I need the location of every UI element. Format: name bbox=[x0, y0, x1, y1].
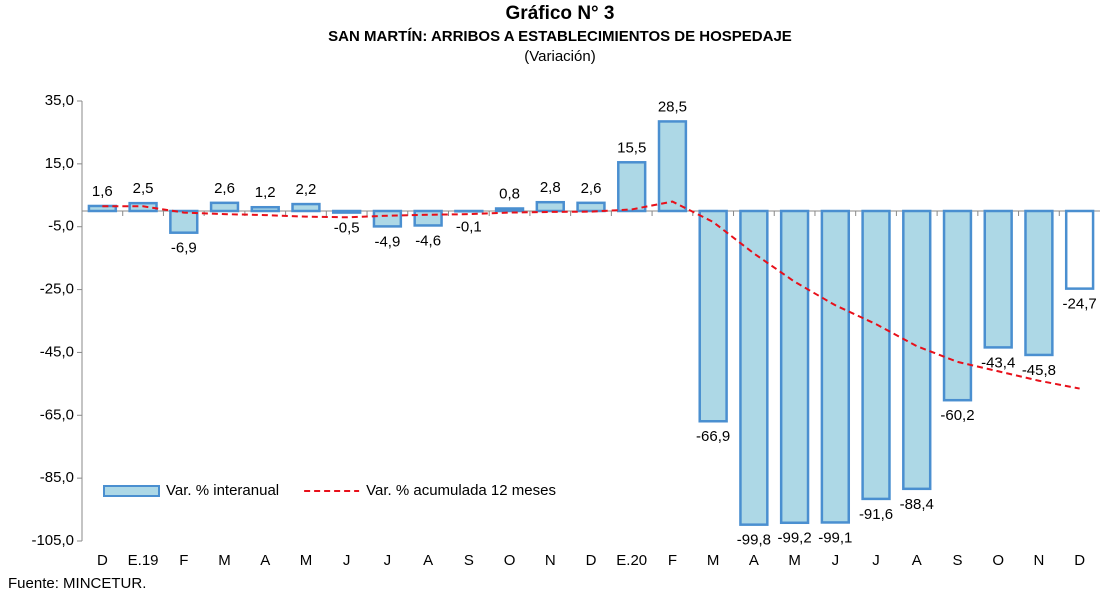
unit-note: (Variación) bbox=[524, 48, 595, 65]
y-tick-label: -65,0 bbox=[40, 406, 74, 423]
value-label: 0,8 bbox=[499, 185, 520, 202]
value-label: 2,6 bbox=[581, 180, 602, 197]
value-label: -0,5 bbox=[334, 220, 360, 237]
x-tick-label: J bbox=[872, 552, 880, 569]
value-label: -66,9 bbox=[696, 428, 730, 445]
bar bbox=[576, 201, 606, 213]
value-label: -43,4 bbox=[981, 354, 1015, 371]
bar bbox=[820, 209, 851, 524]
y-tick-label: 35,0 bbox=[45, 92, 74, 109]
value-label: -4,9 bbox=[374, 233, 400, 250]
x-tick-label: M bbox=[707, 552, 720, 569]
x-tick-label: D bbox=[1074, 552, 1085, 569]
value-label: -6,9 bbox=[171, 240, 197, 257]
bar bbox=[372, 209, 403, 228]
x-tick-label: N bbox=[545, 552, 556, 569]
y-tick-label: 15,0 bbox=[45, 155, 74, 172]
y-tick-label: -5,0 bbox=[48, 218, 74, 235]
legend-label: Var. % acumulada 12 meses bbox=[366, 482, 556, 499]
source: Fuente: MINCETUR. bbox=[8, 575, 146, 592]
bar bbox=[209, 201, 240, 213]
x-tick-label: O bbox=[504, 552, 516, 569]
value-label: 15,5 bbox=[617, 139, 646, 156]
value-label: 1,6 bbox=[92, 183, 113, 200]
bar bbox=[779, 209, 810, 525]
bar bbox=[657, 120, 688, 213]
bar bbox=[739, 209, 769, 526]
y-tick-label: -45,0 bbox=[40, 343, 74, 360]
value-label: -45,8 bbox=[1022, 362, 1056, 379]
x-tick-label: D bbox=[586, 552, 597, 569]
y-tick-label: -105,0 bbox=[31, 532, 74, 549]
value-label: 2,8 bbox=[540, 179, 561, 196]
value-label: -4,6 bbox=[415, 232, 441, 249]
x-tick-label: E.20 bbox=[616, 552, 647, 569]
x-tick-label: M bbox=[300, 552, 313, 569]
bar bbox=[291, 202, 321, 213]
bar bbox=[1064, 209, 1095, 290]
x-tick-label: D bbox=[97, 552, 108, 569]
bar bbox=[1024, 209, 1054, 357]
bar bbox=[250, 205, 280, 213]
value-label: 28,5 bbox=[658, 98, 687, 115]
chart-subtitle: SAN MARTÍN: ARRIBOS A ESTABLECIMIENTOS D… bbox=[328, 28, 792, 45]
value-label: -0,1 bbox=[456, 218, 482, 235]
y-tick-label: -85,0 bbox=[40, 469, 74, 486]
value-label: -99,8 bbox=[737, 532, 771, 549]
x-tick-label: M bbox=[788, 552, 801, 569]
bar bbox=[902, 209, 932, 491]
legend-label: Var. % interanual bbox=[166, 482, 279, 499]
value-label: -91,6 bbox=[859, 506, 893, 523]
value-label: -99,2 bbox=[777, 530, 811, 547]
bar bbox=[535, 200, 565, 213]
x-tick-label: E.19 bbox=[128, 552, 159, 569]
x-tick-label: O bbox=[992, 552, 1004, 569]
x-tick-label: N bbox=[1033, 552, 1044, 569]
bar bbox=[617, 161, 647, 213]
bar bbox=[494, 207, 525, 213]
x-tick-label: J bbox=[832, 552, 840, 569]
line bbox=[102, 200, 1080, 390]
x-tick-label: F bbox=[668, 552, 677, 569]
chart-title: Gráfico N° 3 bbox=[506, 3, 615, 24]
x-tick-label: S bbox=[952, 552, 962, 569]
value-label: 2,5 bbox=[133, 180, 154, 197]
value-label: -24,7 bbox=[1063, 296, 1097, 313]
bar bbox=[983, 209, 1013, 349]
bar bbox=[331, 209, 362, 214]
x-tick-label: J bbox=[343, 552, 351, 569]
x-tick-label: F bbox=[179, 552, 188, 569]
x-tick-label: A bbox=[260, 552, 270, 569]
value-label: -88,4 bbox=[900, 496, 934, 513]
value-label: -99,1 bbox=[818, 529, 852, 546]
y-tick-label: -25,0 bbox=[40, 281, 74, 298]
bar bbox=[861, 209, 891, 501]
value-label: 1,2 bbox=[255, 184, 276, 201]
x-tick-label: A bbox=[912, 552, 922, 569]
value-label: -60,2 bbox=[940, 407, 974, 424]
x-tick-label: M bbox=[218, 552, 231, 569]
bar bbox=[413, 209, 443, 227]
bar bbox=[942, 209, 973, 402]
value-label: 2,2 bbox=[296, 181, 317, 198]
x-tick-label: S bbox=[464, 552, 474, 569]
x-tick-label: J bbox=[384, 552, 392, 569]
bar bbox=[169, 209, 199, 234]
legend-swatch bbox=[103, 485, 160, 497]
x-tick-label: A bbox=[749, 552, 759, 569]
x-tick-label: A bbox=[423, 552, 433, 569]
value-label: 2,6 bbox=[214, 180, 235, 197]
bar bbox=[698, 209, 728, 423]
